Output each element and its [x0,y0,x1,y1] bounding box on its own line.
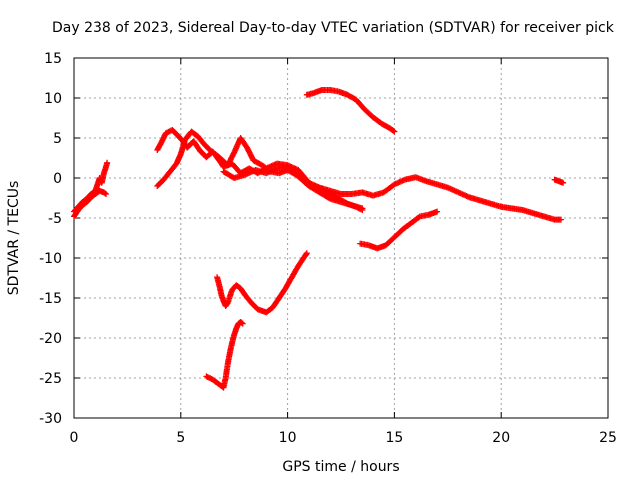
data-point [359,205,366,212]
data-point [303,250,310,257]
y-axis-label: SDTVAR / TECUs [6,181,22,296]
x-tick-label: 0 [70,430,79,446]
y-tick-label: -20 [39,331,62,347]
y-tick-label: 10 [44,91,62,107]
plot-frame [73,57,609,419]
series-arc-8 [214,250,310,316]
data-point [558,216,564,223]
x-axis-label: GPS time / hours [282,459,399,475]
x-tick-label: 10 [279,430,297,446]
data-point [391,128,398,135]
series-arc-2 [71,159,111,215]
y-tick-label: -25 [39,371,62,387]
data-point [560,179,567,186]
data-point [102,190,108,197]
grid-lines [74,58,608,418]
series-arc-5 [220,163,366,212]
data-point [390,127,397,134]
y-tick-label: 0 [53,171,62,187]
series-arc-7 [357,208,441,252]
chart-title: Day 238 of 2023, Sidereal Day-to-day VTE… [52,20,615,36]
series-arc-9 [203,319,246,391]
x-tick-label: 15 [385,430,403,446]
x-tick-label: 20 [492,430,510,446]
axis-ticks: 0 5 10 15 20 25 -30 -25 -20 -15 -10 -5 0 5 10 15 [39,51,617,446]
y-tick-label: -5 [48,211,62,227]
data-point [103,191,109,197]
data-point [434,208,441,215]
series-arc-6 [303,87,398,135]
data-series [71,87,567,391]
series-arc-10 [551,176,567,186]
y-tick-label: 15 [44,51,62,67]
x-tick-label: 25 [599,430,617,446]
data-point [104,159,111,166]
x-tick-label: 5 [176,430,185,446]
y-tick-label: -15 [39,291,62,307]
data-point [239,320,246,327]
data-point [238,319,245,326]
data-point [303,251,310,258]
y-tick-label: -10 [39,251,62,267]
y-tick-label: 5 [53,131,62,147]
y-tick-label: -30 [39,411,62,427]
